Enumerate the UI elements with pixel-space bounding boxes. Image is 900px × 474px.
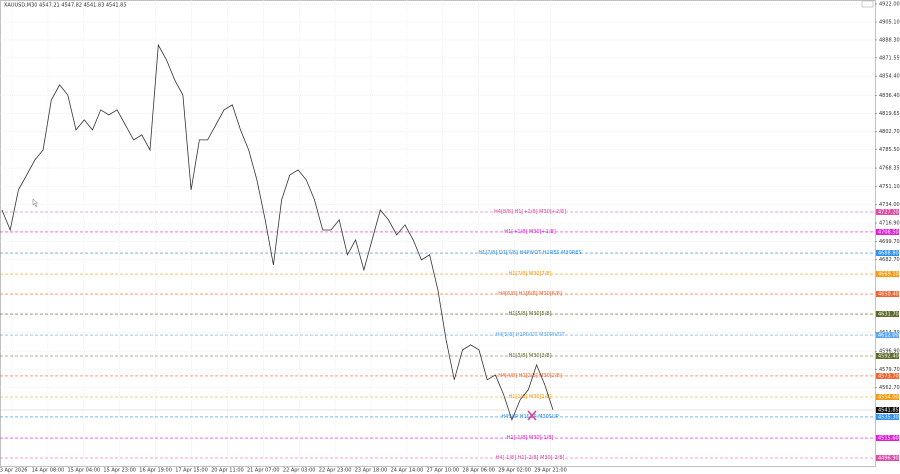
level-label: H1[1/8] M30[1/8] bbox=[508, 394, 551, 400]
price-badge bbox=[876, 250, 899, 257]
price-badge-label: 4554.00 bbox=[878, 395, 899, 401]
y-tick-label: 4734.00 bbox=[879, 202, 900, 208]
level-label: H1[+1/8] M30[+1/8] bbox=[504, 229, 556, 235]
x-tick-label: 17 Apr 15:00 bbox=[175, 468, 208, 474]
y-tick-label: 4751.10 bbox=[879, 184, 900, 190]
y-tick-label: 4819.65 bbox=[879, 111, 900, 117]
plot-frame bbox=[0, 0, 876, 467]
y-tick-label: 4768.35 bbox=[879, 166, 900, 172]
x-tick-label: 14 Apr 08:00 bbox=[32, 468, 65, 474]
y-tick-label: 4785.50 bbox=[879, 147, 900, 153]
y-tick-label: 4579.70 bbox=[879, 367, 900, 373]
price-badge-label: 4631.70 bbox=[878, 312, 899, 318]
price-badge bbox=[876, 291, 899, 298]
level-label: H1[-1/8] M30[-1/8] bbox=[507, 435, 554, 441]
y-tick-label: 4836.40 bbox=[879, 93, 900, 99]
price-badge bbox=[876, 311, 899, 318]
price-badge bbox=[876, 332, 899, 339]
x-tick-label: 21 Apr 07:00 bbox=[247, 468, 280, 474]
price-badge bbox=[876, 372, 899, 379]
price-badge bbox=[876, 209, 899, 216]
x-tick-label: 29 Apr 21:00 bbox=[534, 468, 567, 474]
y-tick-label: 4802.70 bbox=[879, 129, 900, 135]
price-badge-label: 4669.10 bbox=[878, 272, 899, 278]
y-tick-label: 4854.40 bbox=[879, 74, 900, 80]
level-label: H1[5/8] M30[5/8] bbox=[508, 311, 551, 317]
level-label: H4[5/8] H1PIVOT M30PIVOT bbox=[495, 332, 565, 338]
price-badge-label: 4515.60 bbox=[878, 436, 899, 442]
cursor bbox=[32, 198, 39, 207]
last-price-badge bbox=[876, 406, 899, 413]
x-tick-label: 29 Apr 02:00 bbox=[498, 468, 531, 474]
x-tick-label: 28 Apr 06:00 bbox=[462, 468, 495, 474]
x-tick-label: 22 Apr 03:00 bbox=[283, 468, 316, 474]
price-badge bbox=[876, 271, 899, 278]
x-tick-label: 15 Apr 04:00 bbox=[67, 468, 100, 474]
chart-title: XAUUSD,M30 4547.21 4547.82 4541.83 4541.… bbox=[4, 3, 127, 9]
price-badge-label: 4496.90 bbox=[878, 455, 899, 461]
price-badge-label: 4688.80 bbox=[878, 251, 899, 257]
price-badge bbox=[876, 394, 899, 401]
y-tick-label: 4699.70 bbox=[879, 239, 900, 245]
level-label: H4[8/8] H1[+2/8] M30[+2/8] bbox=[494, 209, 566, 215]
x-tick-label: 20 Apr 11:00 bbox=[211, 468, 244, 474]
y-tick-label: 4716.90 bbox=[879, 221, 900, 227]
y-tick-label: 4888.30 bbox=[879, 37, 900, 43]
price-badge-label: 4592.40 bbox=[878, 353, 899, 359]
series bbox=[1, 43, 554, 422]
x-tick-label: 15 Apr 23:00 bbox=[103, 468, 136, 474]
price-badge bbox=[876, 352, 899, 359]
marker-cross bbox=[527, 410, 537, 421]
x-tick-label: 16 Apr 19:00 bbox=[139, 468, 172, 474]
grid bbox=[0, 0, 875, 466]
level-label: H4[6/8] H1[6/8] M30[6/8] bbox=[498, 291, 562, 297]
level-label: H4[4/8] H1[2/8] M30[2/8] bbox=[498, 373, 562, 379]
price-badge-label: 4727.20 bbox=[878, 210, 899, 216]
price-badge-label: 4650.40 bbox=[878, 292, 899, 298]
price-line bbox=[1, 43, 554, 422]
price-badge-label: 4708.50 bbox=[878, 229, 899, 235]
y-tick-label: 4905.10 bbox=[879, 20, 900, 26]
price-badge-label: 4573.70 bbox=[878, 373, 899, 379]
price-badge-label: 4535.30 bbox=[878, 414, 899, 420]
price-badge-label: 4612.00 bbox=[878, 333, 899, 339]
x-tick-label: 23 Apr 18:00 bbox=[355, 468, 388, 474]
y-tick-label: 4562.70 bbox=[879, 385, 900, 391]
price-badge bbox=[876, 413, 899, 420]
y-tick-label: 4682.70 bbox=[879, 257, 900, 263]
y-tick-label: 4596.90 bbox=[879, 349, 900, 355]
level-label: H4[-1/8] H1[-2/8] M30[-2/8] bbox=[496, 455, 565, 461]
y-tick-label: 4871.55 bbox=[879, 55, 900, 61]
level-label: H1[7/8] D1[7/8] H4PIVOT H1RES M30RES bbox=[478, 250, 581, 256]
x-tick-label: 27 Apr 10:00 bbox=[426, 468, 459, 474]
price-badge bbox=[876, 228, 899, 235]
price-badge bbox=[876, 454, 899, 461]
x-tick-label: 13 Apr 2026 bbox=[0, 468, 27, 474]
x-tick-label: 24 Apr 14:00 bbox=[391, 468, 424, 474]
y-tick-label: 4922.00 bbox=[879, 1, 900, 7]
level-label: H1[7/8] M30[7/8] bbox=[508, 271, 551, 277]
levels: H4[8/8] H1[+2/8] M30[+2/8] H1[+1/8] M30[+… bbox=[0, 209, 875, 461]
x-tick-label: 22 Apr 23:00 bbox=[319, 468, 352, 474]
last-price-label: 4541.85 bbox=[878, 407, 899, 413]
level-label: H1[3/8] M30[3/8] bbox=[508, 353, 551, 359]
price-badge bbox=[876, 435, 899, 442]
